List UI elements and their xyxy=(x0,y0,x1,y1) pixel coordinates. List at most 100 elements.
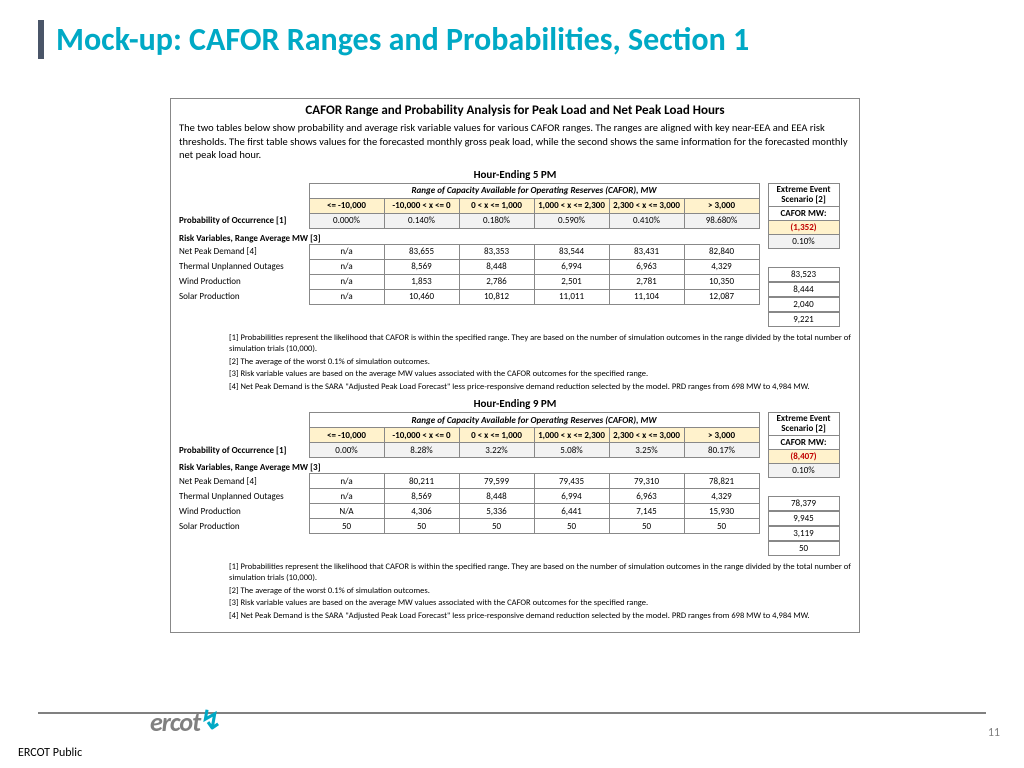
risk-value: 5,336 xyxy=(459,504,534,519)
prob-value: 3.25% xyxy=(609,443,684,458)
risk-table: Net Peak Demand [4]n/a80,21179,59979,435… xyxy=(179,473,760,534)
risk-value: 83,353 xyxy=(459,244,534,259)
risk-value: 79,435 xyxy=(534,474,609,489)
prob-value: 8.28% xyxy=(384,443,459,458)
risk-value: 8,569 xyxy=(384,259,459,274)
footnotes: [1] Probabilities represent the likeliho… xyxy=(229,333,851,393)
slide-title: Mock-up: CAFOR Ranges and Probabilities,… xyxy=(38,20,749,59)
extreme-event-box: Extreme Event Scenario [2]CAFOR MW:(1,35… xyxy=(768,183,840,249)
footnote: [2] The average of the worst 0.1% of sim… xyxy=(229,586,851,597)
risk-section-label: Risk Variables, Range Average MW [3] xyxy=(179,233,760,244)
footnotes: [1] Probabilities represent the likeliho… xyxy=(229,562,851,622)
risk-table: Net Peak Demand [4]n/a83,65583,35383,544… xyxy=(179,244,760,305)
risk-value: 50 xyxy=(684,519,759,534)
footnote: [1] Probabilities represent the likeliho… xyxy=(229,562,851,585)
risk-row-label: Solar Production xyxy=(179,289,309,304)
column-header: -10,000 < x <= 0 xyxy=(384,428,459,443)
risk-row-label: Wind Production xyxy=(179,274,309,289)
risk-row-label: Solar Production xyxy=(179,519,309,534)
column-header: <= -10,000 xyxy=(309,428,384,443)
doc-title: CAFOR Range and Probability Analysis for… xyxy=(179,103,851,118)
prob-value: 0.140% xyxy=(384,213,459,228)
column-header: <= -10,000 xyxy=(309,198,384,213)
extreme-risk-value: 83,523 xyxy=(768,267,840,282)
risk-value: 4,306 xyxy=(384,504,459,519)
risk-value: 1,853 xyxy=(384,274,459,289)
prob-value: 0.00% xyxy=(309,443,384,458)
risk-value: 50 xyxy=(459,519,534,534)
footnote: [3] Risk variable values are based on th… xyxy=(229,369,851,380)
risk-row-label: Wind Production xyxy=(179,504,309,519)
risk-value: 6,994 xyxy=(534,489,609,504)
risk-value: 8,448 xyxy=(459,259,534,274)
cafor-table: Range of Capacity Available for Operatin… xyxy=(179,183,760,229)
risk-value: 11,104 xyxy=(609,289,684,304)
content-frame: CAFOR Range and Probability Analysis for… xyxy=(170,98,860,633)
risk-row-label: Net Peak Demand [4] xyxy=(179,474,309,489)
risk-value: 12,087 xyxy=(684,289,759,304)
risk-value: 7,145 xyxy=(609,504,684,519)
extreme-risk-value: 9,221 xyxy=(768,312,840,327)
prob-value: 0.590% xyxy=(534,213,609,228)
risk-value: 79,599 xyxy=(459,474,534,489)
risk-value: 50 xyxy=(309,519,384,534)
risk-value: 82,840 xyxy=(684,244,759,259)
column-header: 1,000 < x <= 2,300 xyxy=(534,198,609,213)
risk-value: n/a xyxy=(309,489,384,504)
risk-section-label: Risk Variables, Range Average MW [3] xyxy=(179,462,760,473)
ercot-logo: ercot↯ xyxy=(150,706,221,738)
column-header: > 3,000 xyxy=(684,428,759,443)
prob-value: 0.410% xyxy=(609,213,684,228)
column-header: -10,000 < x <= 0 xyxy=(384,198,459,213)
prob-value: 80.17% xyxy=(684,443,759,458)
risk-value: 6,994 xyxy=(534,259,609,274)
column-header: > 3,000 xyxy=(684,198,759,213)
risk-value: 6,963 xyxy=(609,489,684,504)
risk-value: 78,821 xyxy=(684,474,759,489)
risk-value: 8,569 xyxy=(384,489,459,504)
risk-value: n/a xyxy=(309,259,384,274)
risk-value: N/A xyxy=(309,504,384,519)
risk-value: 10,460 xyxy=(384,289,459,304)
risk-value: 10,812 xyxy=(459,289,534,304)
column-header: 0 < x <= 1,000 xyxy=(459,198,534,213)
prob-label: Probability of Occurrence [1] xyxy=(179,213,309,228)
risk-value: 2,501 xyxy=(534,274,609,289)
risk-value: n/a xyxy=(309,289,384,304)
risk-value: 2,786 xyxy=(459,274,534,289)
risk-value: 4,329 xyxy=(684,259,759,274)
prob-value: 98.680% xyxy=(684,213,759,228)
risk-value: 50 xyxy=(384,519,459,534)
page-number: 11 xyxy=(988,726,1000,740)
extreme-risk-value: 78,379 xyxy=(768,496,840,511)
section-header: Hour-Ending 9 PM xyxy=(179,397,851,410)
column-header: 0 < x <= 1,000 xyxy=(459,428,534,443)
risk-row-label: Thermal Unplanned Outages xyxy=(179,489,309,504)
column-header: 1,000 < x <= 2,300 xyxy=(534,428,609,443)
extreme-risk-value: 50 xyxy=(768,541,840,556)
risk-value: 83,655 xyxy=(384,244,459,259)
risk-value: 15,930 xyxy=(684,504,759,519)
prob-value: 3.22% xyxy=(459,443,534,458)
risk-value: 83,431 xyxy=(609,244,684,259)
footnote: [4] Net Peak Demand is the SARA "Adjuste… xyxy=(229,611,851,622)
cafor-table: Range of Capacity Available for Operatin… xyxy=(179,412,760,458)
risk-value: 80,211 xyxy=(384,474,459,489)
risk-value: 6,963 xyxy=(609,259,684,274)
risk-row-label: Thermal Unplanned Outages xyxy=(179,259,309,274)
risk-value: 6,441 xyxy=(534,504,609,519)
risk-value: 79,310 xyxy=(609,474,684,489)
prob-value: 5.08% xyxy=(534,443,609,458)
prob-label: Probability of Occurrence [1] xyxy=(179,443,309,458)
classification-label: ERCOT Public xyxy=(18,746,82,760)
prob-value: 0.180% xyxy=(459,213,534,228)
section-header: Hour-Ending 5 PM xyxy=(179,168,851,181)
extreme-risk-value: 2,040 xyxy=(768,297,840,312)
extreme-risk-value: 9,945 xyxy=(768,511,840,526)
doc-intro: The two tables below show probability an… xyxy=(179,121,851,162)
risk-value: 11,011 xyxy=(534,289,609,304)
risk-value: n/a xyxy=(309,474,384,489)
prob-value: 0.000% xyxy=(309,213,384,228)
risk-value: 4,329 xyxy=(684,489,759,504)
extreme-event-box: Extreme Event Scenario [2]CAFOR MW:(8,40… xyxy=(768,412,840,478)
